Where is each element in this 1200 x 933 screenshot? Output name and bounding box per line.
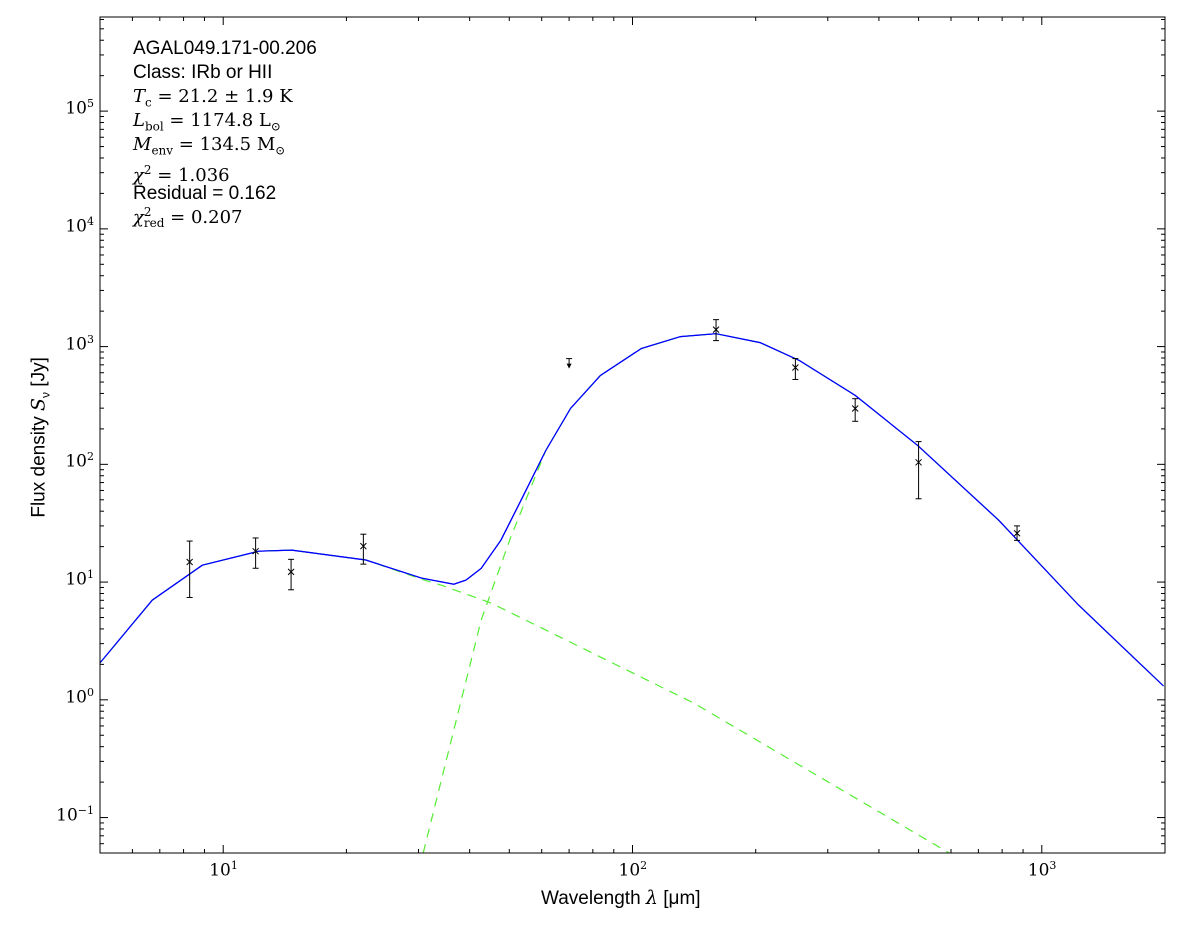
tick-base: 10 xyxy=(209,860,231,881)
y-tick-label: 104 xyxy=(65,215,94,237)
tick-exponent: 2 xyxy=(640,859,648,872)
x-tick-label: 101 xyxy=(209,859,238,881)
data-point xyxy=(186,558,194,566)
x-label-symbol: λ xyxy=(645,887,658,909)
annotation-value: = 1.036 xyxy=(151,165,230,186)
data-point xyxy=(851,405,859,412)
annotation-value: = 1174.8 L xyxy=(163,110,271,131)
y-axis-label: Flux density Sν [Jy] xyxy=(28,337,53,537)
annotation-value: = 21.2 ± 1.9 K xyxy=(151,86,293,107)
tick-base: 10 xyxy=(65,451,87,472)
tick-base: 10 xyxy=(618,860,641,881)
x-label-unit: [μm] xyxy=(657,888,701,909)
tick-base: 10 xyxy=(65,334,87,355)
y-tick-label: 102 xyxy=(65,450,94,472)
tick-base: 10 xyxy=(65,216,87,237)
annotation-sub: bol xyxy=(144,119,164,134)
model-total-line xyxy=(100,333,1164,687)
y-label-text: Flux density xyxy=(28,411,50,518)
upper-limit-arrow xyxy=(566,363,572,369)
annotation-sub: env xyxy=(151,143,174,158)
data-point xyxy=(1013,529,1021,537)
tick-exponent: −1 xyxy=(77,803,94,817)
data-point xyxy=(712,326,720,333)
tick-base: 10 xyxy=(56,805,78,826)
y-tick-label: 105 xyxy=(65,97,94,119)
tick-exponent: 3 xyxy=(1049,859,1057,872)
tick-exponent: 2 xyxy=(87,450,94,464)
y-tick-label: 10−1 xyxy=(56,804,94,826)
tick-base: 10 xyxy=(65,98,87,119)
annotation-line: Residual = 0.162 xyxy=(133,183,276,204)
annotation-value: = 134.5 M xyxy=(173,134,276,155)
tick-exponent: 0 xyxy=(87,685,94,699)
annotation-line: Tc = 21.2 ± 1.9 K xyxy=(133,86,293,114)
annotation-symbol: L xyxy=(133,110,145,131)
y-label-unit: [Jy] xyxy=(28,357,50,392)
model-component-line xyxy=(100,549,950,853)
y-label-sub: ν xyxy=(38,391,53,398)
data-point xyxy=(252,547,259,555)
x-label-text: Wavelength xyxy=(541,888,646,909)
tick-base: 10 xyxy=(65,569,87,590)
data-point xyxy=(915,458,922,466)
tick-exponent: 3 xyxy=(87,332,94,346)
annotation-symbol: M xyxy=(133,134,152,155)
annotation-value: = 0.207 xyxy=(164,207,243,228)
annotation-line: Lbol = 1174.8 L⊙ xyxy=(133,110,281,138)
annotation-sub: c xyxy=(145,95,152,110)
tick-exponent: 1 xyxy=(230,859,238,872)
data-point xyxy=(287,568,295,576)
annotation-sup: 2 xyxy=(143,205,152,219)
y-tick-label: 101 xyxy=(65,568,94,590)
y-tick-label: 103 xyxy=(65,333,94,355)
tick-base: 10 xyxy=(1027,860,1050,881)
annotation-text: AGAL049.171-00.206 xyxy=(133,38,317,59)
x-axis-label: Wavelength λ [μm] xyxy=(541,887,701,910)
annotation-symbol: χ xyxy=(133,165,144,186)
annotation-symbol: T xyxy=(133,86,146,107)
tick-base: 10 xyxy=(65,687,87,708)
annotation-line: χ2 = 1.036 xyxy=(133,160,230,186)
data-point xyxy=(792,364,799,371)
model-total-line-overlay xyxy=(100,333,1164,687)
annotation-line: AGAL049.171-00.206 xyxy=(133,38,317,59)
x-tick-label: 103 xyxy=(1028,859,1057,881)
annotation-text: Class: IRb or HII xyxy=(133,62,273,83)
annotation-text: Residual = 0.162 xyxy=(133,183,277,204)
tick-exponent: 5 xyxy=(87,97,94,111)
data-point xyxy=(360,542,367,550)
annotation-sub: red xyxy=(143,216,165,230)
model-component-line xyxy=(422,333,1164,853)
annotation-line: Menv = 134.5 M⊙ xyxy=(133,134,285,162)
x-tick-label: 102 xyxy=(619,859,648,881)
y-tick-label: 100 xyxy=(65,686,94,708)
annotation-symbol: χ xyxy=(133,207,144,228)
sun-symbol: ⊙ xyxy=(270,119,281,134)
annotation-line: χ 2 red = 0.207 xyxy=(133,205,243,230)
y-label-symbol: S xyxy=(27,397,50,412)
sun-symbol: ⊙ xyxy=(275,143,286,158)
annotation-line: Class: IRb or HII xyxy=(133,62,272,83)
tick-exponent: 4 xyxy=(87,214,94,228)
annotation-sup: 2 xyxy=(143,163,152,177)
tick-exponent: 1 xyxy=(87,568,94,582)
